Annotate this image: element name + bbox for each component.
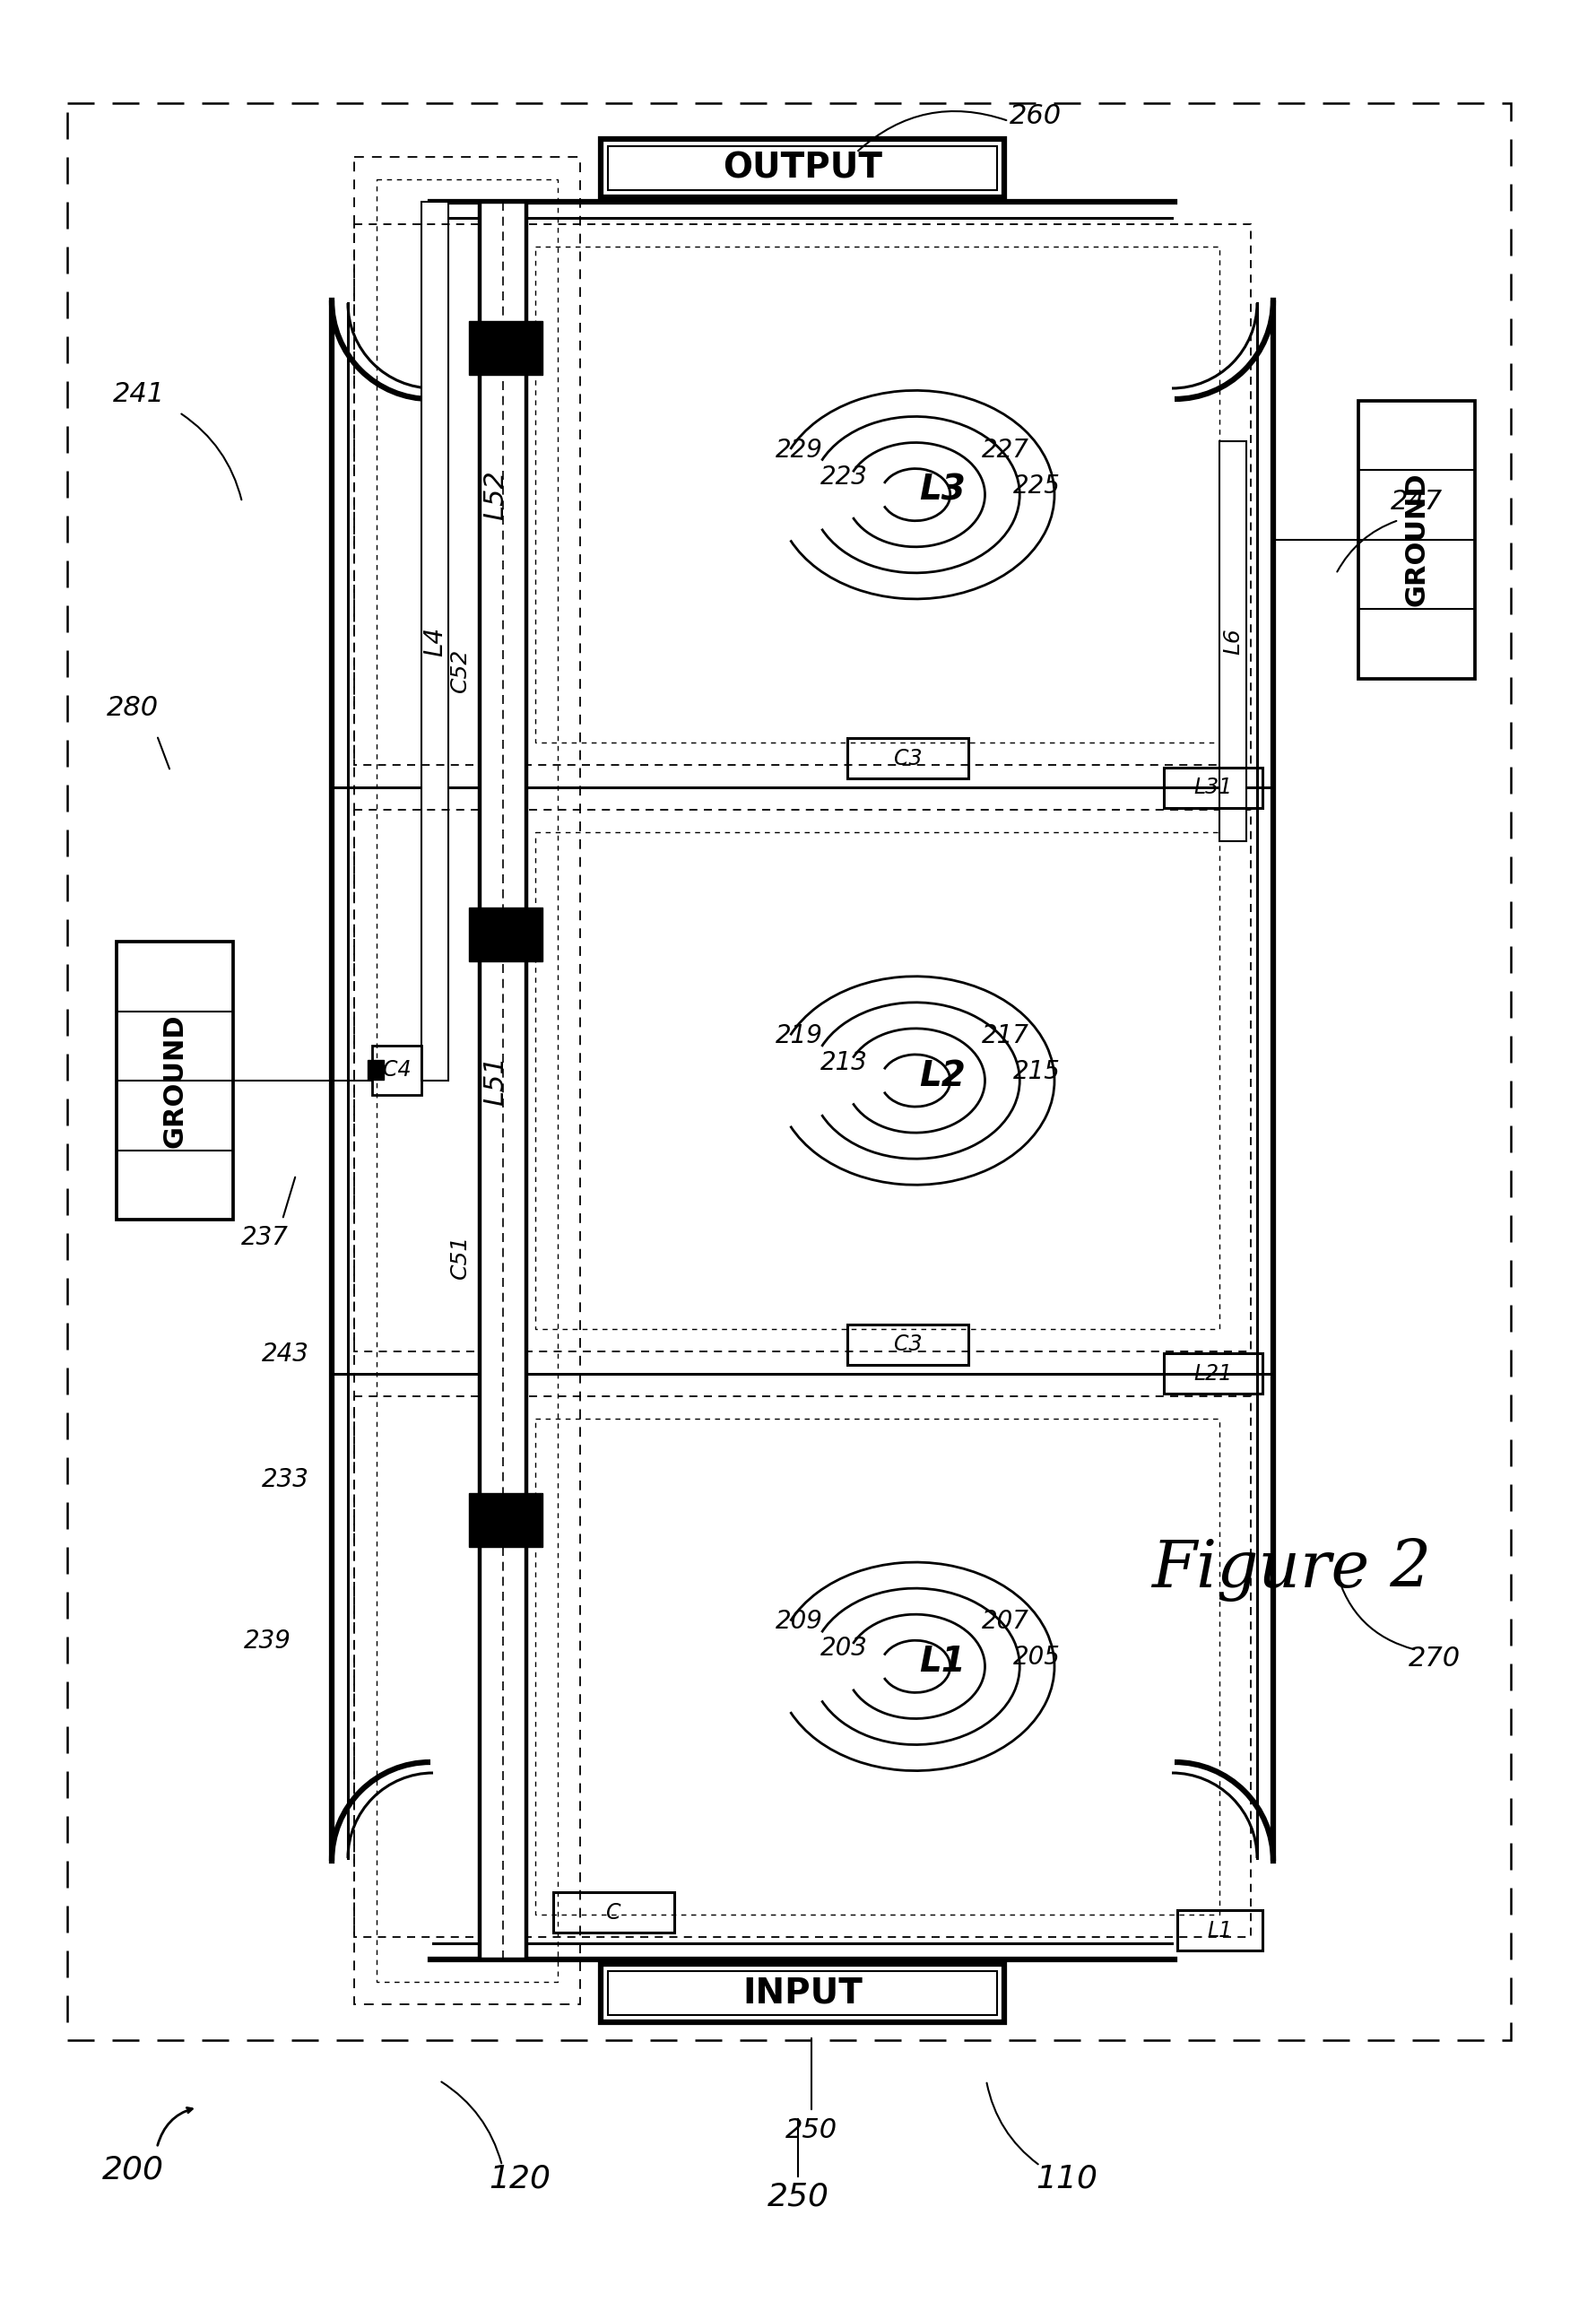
Bar <box>1219 442 1245 843</box>
Text: C4: C4 <box>383 1059 410 1082</box>
Text: 243: 243 <box>262 1342 308 1367</box>
Text: L52: L52 <box>482 470 509 520</box>
Text: 205: 205 <box>1012 1646 1060 1669</box>
Text: 203: 203 <box>820 1637 867 1662</box>
Bar <box>535 833 1219 1328</box>
Bar <box>67 104 1510 2040</box>
Bar <box>377 180 557 1982</box>
Text: C3: C3 <box>894 1333 921 1356</box>
Bar <box>1176 1911 1262 1950</box>
Bar <box>354 810 1250 1351</box>
Text: L21: L21 <box>1194 1363 1232 1384</box>
Text: 200: 200 <box>102 2155 163 2185</box>
Bar <box>479 203 527 1959</box>
Text: 110: 110 <box>1036 2164 1098 2194</box>
Text: C52: C52 <box>448 649 471 693</box>
Bar <box>600 1964 1004 2021</box>
Text: 219: 219 <box>774 1022 822 1047</box>
Bar <box>847 1324 967 1365</box>
Text: 241: 241 <box>113 382 164 407</box>
Bar <box>354 157 579 2005</box>
Bar <box>469 322 543 375</box>
Text: 209: 209 <box>774 1609 822 1634</box>
Text: L4: L4 <box>421 626 447 656</box>
Text: L6: L6 <box>1221 628 1243 654</box>
Text: 213: 213 <box>820 1050 867 1075</box>
Text: Figure 2: Figure 2 <box>1151 1538 1430 1602</box>
Text: L3: L3 <box>919 474 966 506</box>
Bar <box>552 1892 674 1934</box>
Bar <box>354 1395 1250 1936</box>
Bar <box>469 1494 543 1547</box>
Text: 280: 280 <box>107 695 158 721</box>
Text: 237: 237 <box>241 1225 287 1250</box>
Bar <box>469 907 543 960</box>
Bar <box>608 1971 996 2014</box>
Bar <box>117 942 233 1220</box>
Bar <box>1163 1354 1262 1393</box>
Text: 260: 260 <box>1009 104 1061 129</box>
Bar <box>1163 767 1262 808</box>
Text: 227: 227 <box>982 437 1028 463</box>
Text: INPUT: INPUT <box>742 1975 862 2010</box>
Text: 223: 223 <box>820 465 867 490</box>
Text: 270: 270 <box>1408 1646 1460 1671</box>
Text: 225: 225 <box>1012 474 1060 497</box>
Bar <box>354 223 1250 764</box>
Text: 247: 247 <box>1390 490 1441 516</box>
Bar <box>535 1418 1219 1915</box>
Text: 239: 239 <box>243 1628 290 1653</box>
Text: GROUND: GROUND <box>161 1013 188 1149</box>
Text: OUTPUT: OUTPUT <box>723 152 881 184</box>
Text: GROUND: GROUND <box>1403 472 1428 608</box>
Text: L1: L1 <box>919 1646 966 1678</box>
Text: C3: C3 <box>894 748 921 769</box>
Text: 250: 250 <box>785 2118 836 2143</box>
Bar <box>421 203 448 1080</box>
Bar <box>608 145 996 191</box>
Bar <box>600 138 1004 198</box>
Bar <box>1358 401 1475 679</box>
Text: 120: 120 <box>488 2164 551 2194</box>
Text: 233: 233 <box>262 1466 308 1492</box>
Text: L31: L31 <box>1194 776 1232 799</box>
Text: 207: 207 <box>982 1609 1028 1634</box>
Text: 215: 215 <box>1012 1059 1060 1084</box>
Text: C: C <box>606 1901 621 1922</box>
Bar <box>847 739 967 778</box>
Bar <box>372 1045 421 1096</box>
Text: 229: 229 <box>774 437 822 463</box>
Text: C51: C51 <box>448 1234 471 1278</box>
Text: L1: L1 <box>1207 1920 1232 1941</box>
Text: L2: L2 <box>919 1059 966 1093</box>
Text: 217: 217 <box>982 1022 1028 1047</box>
Text: L51: L51 <box>482 1057 509 1105</box>
Bar <box>535 246 1219 744</box>
Bar <box>367 1061 383 1080</box>
Text: 250: 250 <box>766 2182 828 2212</box>
